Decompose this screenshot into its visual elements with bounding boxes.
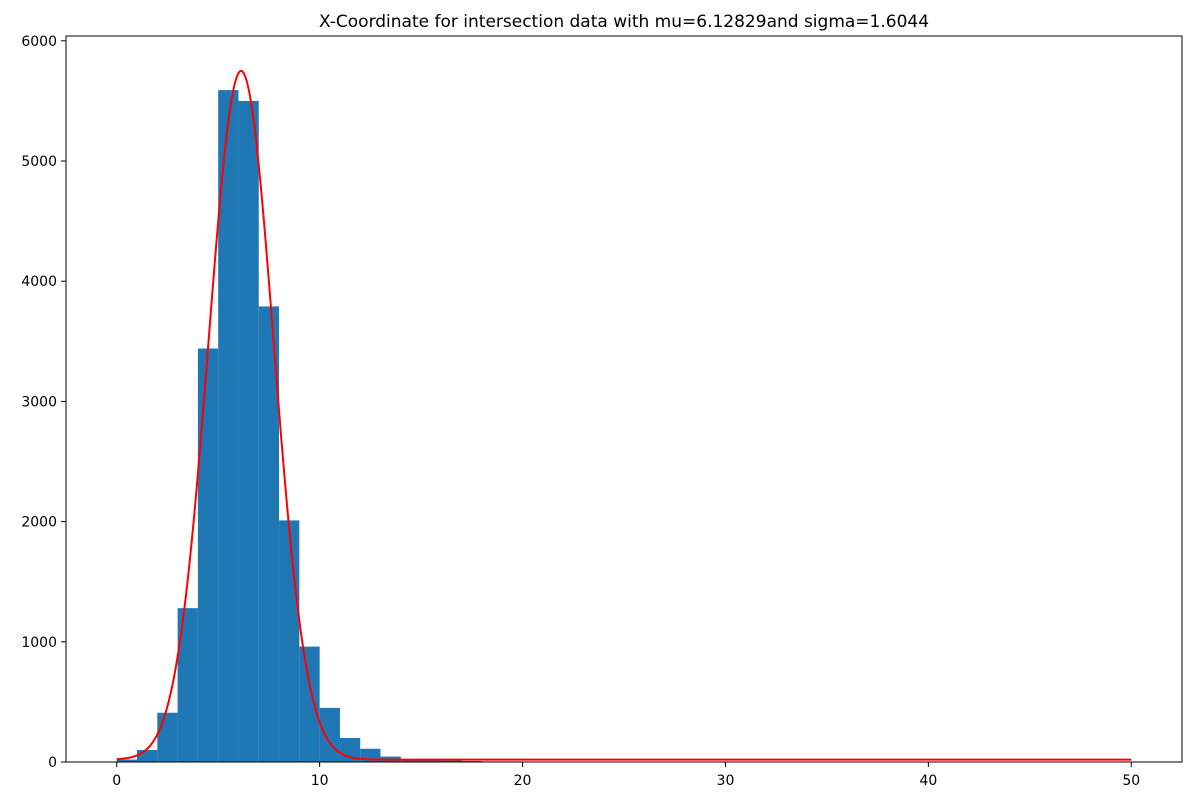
chart-title: X-Coordinate for intersection data with … [319, 12, 929, 32]
y-tick-label: 0 [48, 755, 57, 771]
x-tick-label: 30 [717, 773, 735, 789]
histogram-bar [218, 90, 239, 763]
histogram-bar [238, 100, 259, 762]
y-tick-label: 5000 [21, 154, 57, 170]
histogram-bar [319, 707, 340, 762]
x-axis: 0 10 20 30 40 50 [112, 762, 1140, 789]
x-tick-label: 20 [514, 773, 532, 789]
plot-frame [65, 35, 1183, 763]
histogram-bar [137, 749, 158, 762]
y-tick-label: 6000 [21, 34, 57, 50]
histogram-bar [197, 348, 219, 762]
y-axis: 0 1000 2000 3000 4000 5000 6000 [21, 34, 66, 771]
x-tick-label: 50 [1122, 773, 1140, 789]
histogram-bar [441, 760, 462, 762]
x-tick-label: 10 [311, 773, 329, 789]
x-tick-label: 0 [112, 773, 121, 789]
y-tick-label: 4000 [21, 274, 57, 290]
fit-curve-line [116, 69, 1132, 761]
y-tick-label: 1000 [21, 635, 57, 651]
x-tick-label: 40 [919, 773, 937, 789]
y-tick-label: 3000 [21, 394, 57, 410]
normal-fit-curve [116, 69, 1132, 761]
histogram-bar [157, 712, 178, 762]
histogram-bar [421, 759, 442, 762]
histogram-bar [116, 759, 138, 762]
histogram-bar [299, 646, 320, 762]
y-tick-label: 2000 [21, 515, 57, 531]
histogram-bar [258, 306, 280, 762]
histogram-bar [279, 520, 300, 762]
histogram-bar [177, 608, 198, 762]
histogram-bars [116, 90, 523, 763]
